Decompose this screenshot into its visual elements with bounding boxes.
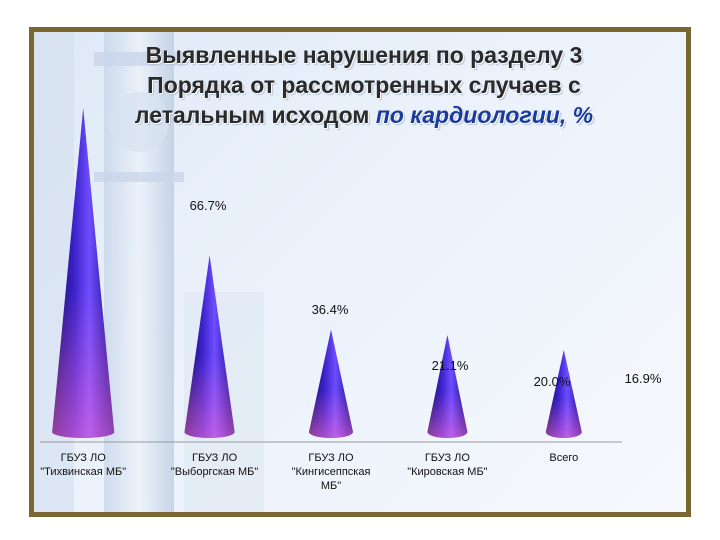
cone-highlight-5 (545, 349, 582, 438)
value-label-3: 21.1% (432, 358, 469, 373)
category-label-2: ГБУЗ ЛО "Выборгская МБ" (171, 452, 259, 478)
value-label-1: 66.7% (190, 198, 227, 213)
category-label-3: ГБУЗ ЛО "Кингисеппская МБ" (292, 452, 371, 492)
value-label-5: 16.9% (625, 371, 662, 386)
category-label-5: Всего (549, 452, 578, 464)
cone-highlight-2 (184, 255, 235, 438)
category-label-4: ГБУЗ ЛО "Кировская МБ" (407, 452, 487, 478)
title-line-1: Выявленные нарушения по разделу 3 (145, 42, 583, 68)
slide-title: Выявленные нарушения по разделу 3 Порядк… (74, 40, 654, 130)
value-label-2: 36.4% (312, 302, 349, 317)
title-line-2: Порядка от рассмотренных случаев с (147, 72, 581, 98)
title-line-3a: летальным исходом (134, 102, 376, 128)
cone-highlight-4 (427, 334, 468, 438)
title-line-3b: по кардиологии, % (375, 102, 594, 128)
cone-series (52, 108, 582, 438)
value-labels: 66.7% 36.4% 21.1% 20.0% 16.9% (190, 198, 662, 389)
cone-highlight-1 (52, 108, 115, 438)
category-label-1: ГБУЗ ЛО "Тихвинская МБ" (40, 452, 126, 478)
category-labels: ГБУЗ ЛО "Тихвинская МБ" ГБУЗ ЛО "Выборгская… (40, 452, 578, 492)
cone-highlight-3 (309, 329, 353, 438)
value-label-4: 20.0% (534, 374, 571, 389)
